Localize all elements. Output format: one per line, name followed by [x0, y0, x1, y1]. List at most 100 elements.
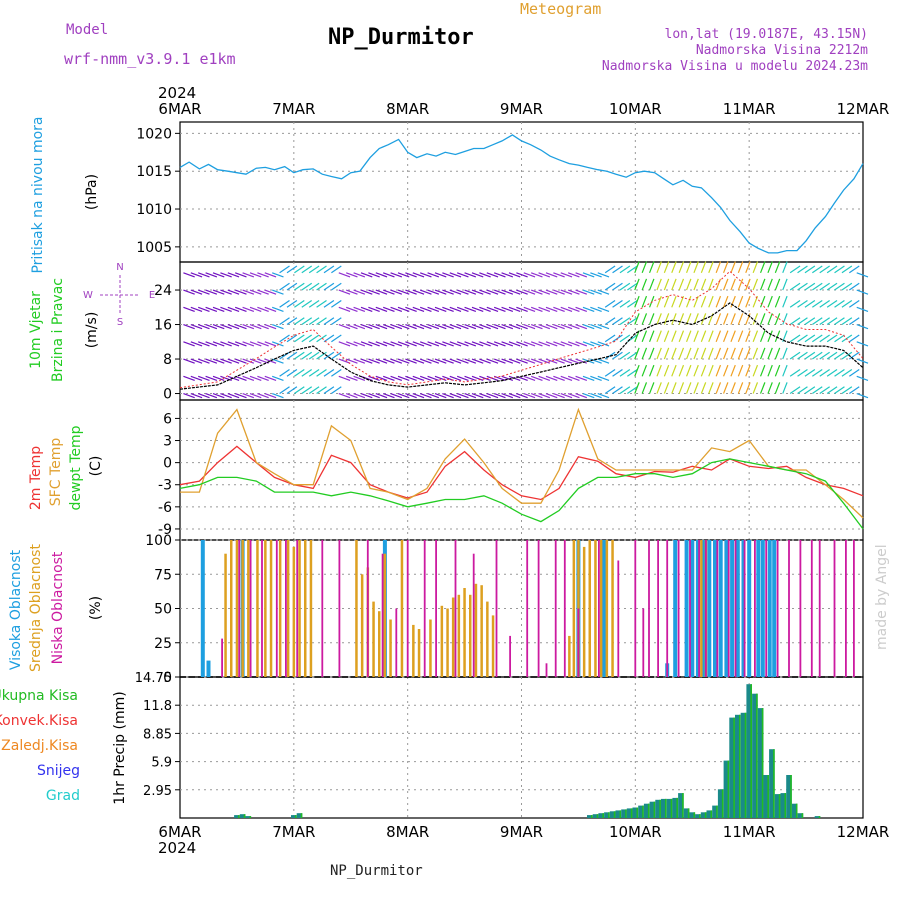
wind-arrow	[301, 334, 313, 343]
wind-arrow	[590, 341, 602, 347]
wind-arrow	[715, 261, 722, 273]
wind-arrow	[523, 392, 536, 399]
precip-bar-rain	[801, 813, 804, 818]
cloud-bar-1	[572, 540, 576, 677]
cloud-bar-1	[241, 540, 244, 677]
page-title: NP_Durmitor	[328, 25, 474, 50]
wind-arrow	[198, 289, 210, 295]
wind-arrow	[279, 317, 290, 326]
wind-title-2: Brzina i Pravac	[50, 278, 66, 382]
wind-arrow	[212, 341, 225, 347]
wind-arrow	[338, 341, 351, 347]
wind-arrow	[183, 341, 195, 347]
wind-arrow	[397, 306, 410, 312]
precip-bar-rain	[693, 812, 696, 818]
wind-arrow	[856, 306, 869, 312]
wind-arrow	[212, 358, 225, 364]
wind-arrow	[730, 347, 736, 360]
wind-arrow	[604, 282, 616, 291]
year-bottom: 2024	[158, 839, 196, 857]
cloud-bar-1	[440, 605, 444, 677]
wind-arrow	[434, 289, 447, 295]
wind-arrow	[685, 261, 692, 273]
wind-arrow	[575, 392, 588, 399]
wind-arrow	[308, 386, 320, 395]
wind-arrow	[700, 347, 707, 360]
wind-arrow	[575, 289, 588, 295]
precip-bar	[245, 816, 252, 818]
wind-arrow	[819, 265, 830, 274]
cloud-bar-1	[389, 619, 392, 677]
wind-arrow	[183, 358, 195, 364]
y-tick-label: 75	[154, 567, 172, 583]
wind-arrow	[538, 375, 551, 381]
wind-arrow	[523, 289, 536, 295]
wind-arrow	[286, 265, 298, 274]
precip-bar	[780, 793, 787, 818]
cloud-bar-1	[568, 635, 571, 677]
precip-bar-rain	[636, 807, 639, 818]
cloud-bar-1	[451, 597, 455, 677]
wind-arrow	[849, 351, 860, 360]
cloud-bar-1	[491, 615, 495, 677]
wind-arrow	[530, 323, 543, 330]
wind-arrow	[486, 323, 499, 330]
wind-arrow	[812, 265, 823, 274]
cloud-unit: (%)	[88, 596, 104, 620]
wind-arrow	[678, 330, 685, 342]
wind-arrow	[730, 261, 736, 273]
wind-arrow	[405, 272, 417, 278]
precip-bar	[291, 815, 297, 818]
wind-arrow	[693, 261, 699, 273]
wind-arrow	[338, 375, 351, 381]
wind-arrow	[464, 306, 477, 312]
wind-arrow	[382, 323, 395, 330]
wind-arrow	[671, 382, 677, 394]
wind-arrow	[345, 358, 358, 364]
wind-arrow	[264, 392, 277, 399]
wind-arrow	[604, 386, 616, 395]
wind-arrow	[700, 330, 707, 342]
wind-arrow	[545, 358, 558, 364]
wind-arrow	[656, 364, 662, 377]
wind-arrow	[294, 334, 305, 343]
wind-arrow	[797, 265, 808, 274]
wind-arrow	[841, 351, 853, 360]
compass-west: W	[83, 290, 93, 301]
wind-arrow	[597, 272, 610, 278]
cloud-bar-2	[249, 540, 252, 677]
y-tick-label: 11.8	[143, 699, 172, 714]
wind-arrow	[368, 341, 380, 347]
precip-bar	[769, 749, 775, 818]
wind-arrow	[456, 392, 469, 399]
wind-arrow	[249, 289, 262, 295]
precip-bar	[791, 803, 798, 818]
wind-arrow	[759, 295, 766, 308]
wind-arrow	[419, 289, 432, 295]
precip-bar-rain	[784, 793, 787, 818]
cloud-bar-2	[338, 540, 341, 677]
wind-arrow	[279, 300, 290, 308]
precip-bar	[609, 811, 616, 818]
wind-arrow	[427, 392, 440, 399]
wind-arrow	[382, 392, 395, 399]
wind-arrow	[242, 375, 255, 381]
wind-arrow	[730, 382, 736, 394]
wind-arrow	[353, 375, 366, 381]
wind-arrow	[338, 392, 351, 399]
wind-arrow	[619, 282, 631, 291]
wind-arrow	[316, 369, 327, 377]
wind-arrow	[271, 358, 284, 364]
precip-bar-rain	[761, 708, 764, 818]
wind-arrow	[375, 306, 388, 312]
wind-arrow	[538, 272, 551, 278]
cloud-bar-0	[200, 540, 205, 677]
wind-arrow	[301, 386, 313, 395]
cloud-bar-2	[845, 540, 847, 677]
precip-bar	[626, 808, 633, 818]
wind-arrow	[812, 282, 823, 291]
wind-arrow	[560, 358, 573, 364]
wind-arrow	[804, 265, 816, 274]
cloud-bar-1	[457, 594, 461, 677]
